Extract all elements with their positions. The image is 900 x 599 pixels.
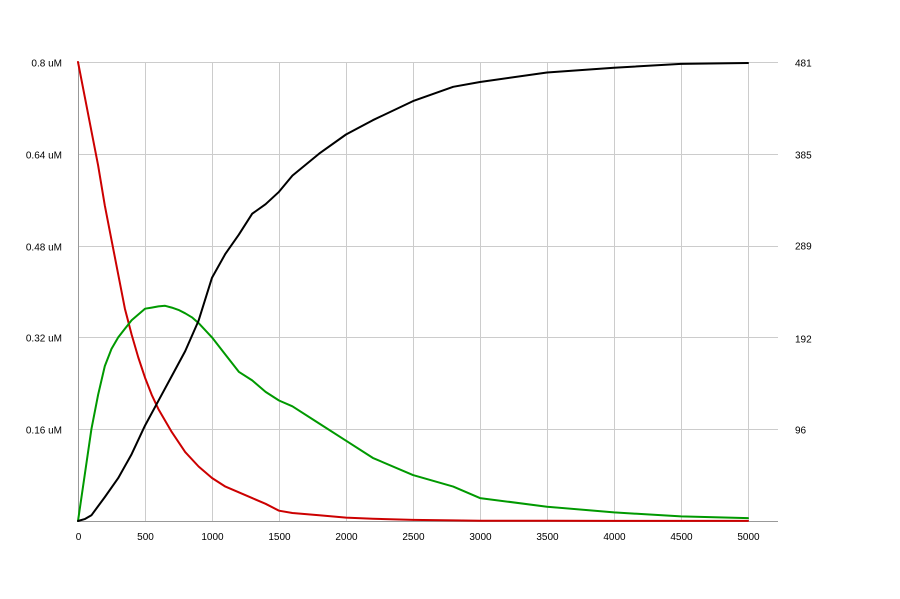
x-tick-label: 2000 [335,532,358,543]
y-left-tick-label: 0.16 uM [26,426,62,437]
x-tick-label: 4000 [603,532,626,543]
y-left-tick-label: 0.8 uM [31,59,62,70]
series-lines [77,61,749,522]
x-tick-label: 1500 [268,532,291,543]
x-tick-label: 500 [137,532,154,543]
x-tick-label: 3000 [469,532,492,543]
y-left-tick-label: 0.32 uM [26,334,62,345]
y-left-tick-label: 0.64 uM [26,151,62,162]
y-right-tick-label: 385 [795,151,812,162]
y-left-tick-label: 0.48 uM [26,243,62,254]
series-line-0 [77,61,749,522]
grid [78,62,778,521]
series-line-1 [77,304,749,522]
y-right-tick-label: 192 [795,335,812,346]
y-right-tick-label: 481 [795,59,812,70]
x-tick-label: 2500 [402,532,425,543]
tick-labels: 0 500 1000 1500 2000 2500 3000 3500 4000 4500 5000… [26,59,812,544]
x-tick-label: 0 [76,532,82,543]
y-right-tick-label: 96 [795,426,807,437]
axes [78,62,778,522]
x-tick-label: 5000 [737,532,760,543]
x-tick-label: 4500 [670,532,693,543]
series-line-2 [77,62,749,522]
x-tick-label: 1000 [201,532,224,543]
x-tick-label: 3500 [536,532,559,543]
y-right-tick-label: 289 [795,242,812,253]
